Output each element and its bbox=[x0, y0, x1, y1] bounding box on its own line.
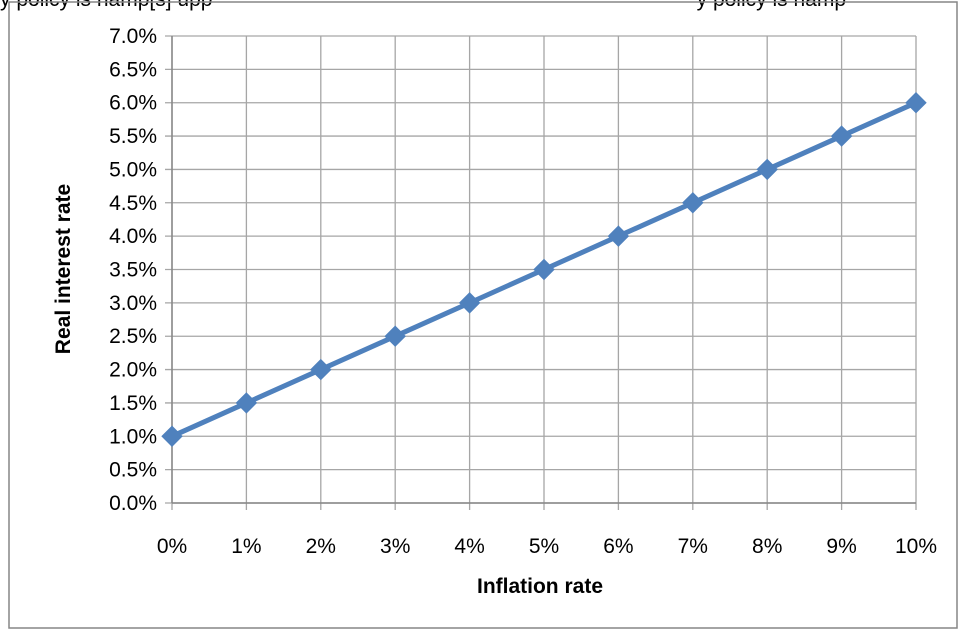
y-axis-title: Real interest rate bbox=[52, 184, 75, 354]
y-tick-label: 5.5% bbox=[109, 125, 157, 148]
x-tick-label: 3% bbox=[380, 535, 410, 558]
y-tick-label: 1.0% bbox=[109, 425, 157, 448]
y-tick-label: 6.0% bbox=[109, 92, 157, 115]
series-group bbox=[161, 92, 927, 447]
y-tick-label: 3.0% bbox=[109, 292, 157, 315]
data-point-marker bbox=[607, 225, 630, 247]
data-point-marker bbox=[310, 358, 332, 381]
top-fragment-right: y policy is hamp bbox=[697, 0, 846, 11]
y-tick-label: 2.0% bbox=[109, 359, 157, 382]
x-tick-label: 5% bbox=[529, 535, 559, 558]
y-tick-label: 3.5% bbox=[109, 259, 157, 282]
y-tick-label: 5.0% bbox=[109, 158, 157, 181]
y-tick-label: 2.5% bbox=[109, 325, 157, 348]
y-tick-label: 0.0% bbox=[109, 492, 157, 515]
y-tick-label: 4.5% bbox=[109, 192, 157, 215]
x-tick-label: 0% bbox=[157, 535, 187, 558]
x-tick-label: 8% bbox=[752, 535, 782, 558]
x-axis-title: Inflation rate bbox=[477, 575, 603, 598]
y-tick-label: 0.5% bbox=[109, 459, 157, 482]
x-tick-label: 7% bbox=[678, 535, 708, 558]
x-tick-label: 9% bbox=[826, 535, 856, 558]
x-axis-ticks: 0% 1% 2% 3% 4% 5% 6% 7% 8% 9% 10% bbox=[157, 535, 937, 558]
x-tick-label: 2% bbox=[306, 535, 336, 558]
data-point-marker bbox=[458, 292, 481, 314]
chart-area-border bbox=[8, 1, 958, 629]
y-tick-label: 6.5% bbox=[109, 58, 157, 81]
y-axis-ticks: 0.0% 0.5% 1.0% 1.5% 2.0% 2.5% 3.0% 3.5% 4.0% 4.5%… bbox=[109, 25, 157, 515]
data-point-marker bbox=[756, 158, 778, 181]
y-tick-label: 7.0% bbox=[109, 25, 157, 48]
data-point-marker bbox=[161, 425, 183, 447]
y-tick-label: 1.5% bbox=[109, 392, 157, 415]
gridlines bbox=[165, 35, 917, 510]
data-point-marker bbox=[235, 392, 258, 414]
x-tick-label: 6% bbox=[603, 535, 633, 558]
data-point-marker bbox=[533, 258, 555, 281]
x-tick-label: 1% bbox=[231, 535, 261, 558]
x-tick-label: 10% bbox=[895, 535, 937, 558]
data-point-marker bbox=[830, 125, 853, 147]
data-point-marker bbox=[384, 325, 406, 347]
data-point-marker bbox=[905, 92, 927, 114]
data-point-marker bbox=[682, 192, 704, 214]
top-fragment-left: y policy is hamp[s] upp bbox=[0, 0, 212, 11]
x-tick-label: 4% bbox=[454, 535, 484, 558]
y-tick-label: 4.0% bbox=[109, 225, 157, 248]
